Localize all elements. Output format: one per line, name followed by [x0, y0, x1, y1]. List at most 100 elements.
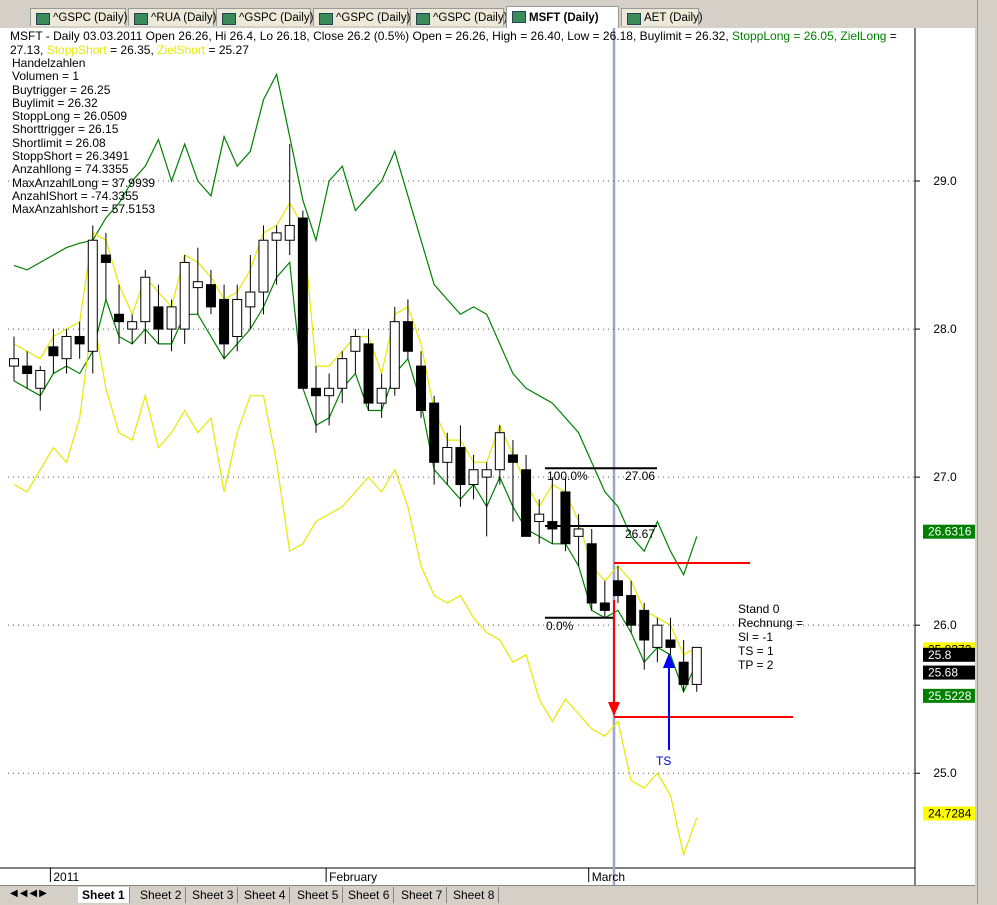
tab-icon [512, 11, 526, 23]
arrows [608, 600, 675, 750]
sheet-tab[interactable]: Sheet 1 [78, 887, 130, 903]
info-line: MaxAnzahlLong = 37.9939 [12, 175, 156, 190]
candle-body [205, 284, 216, 308]
band-line [13, 314, 698, 857]
sheet-tab[interactable]: Sheet 5 [293, 887, 344, 903]
candle-body [389, 321, 400, 389]
y-tick-label: 25.0 [933, 766, 957, 780]
candle-body [271, 232, 282, 241]
header-text: StoppLong = 26.05, ZielLong [732, 29, 887, 43]
candle-body [455, 447, 466, 486]
tab[interactable]: AET (Daily) [621, 8, 703, 26]
candle-body [127, 321, 138, 330]
candle-body [350, 335, 361, 352]
note-line: Rechnung = [738, 616, 803, 630]
sheet-tab[interactable]: Sheet 3 [188, 887, 239, 903]
header-text: = 26.35, [106, 43, 158, 57]
sheet-tab[interactable]: Sheet 2 [136, 887, 187, 903]
info-line: Volumen = 1 [12, 69, 80, 84]
y-tick-label: 26.0 [933, 618, 957, 632]
candle-body [310, 387, 321, 397]
candle-body [481, 469, 492, 478]
y-tick-label: 27.0 [933, 470, 957, 484]
header: MSFT - Daily 03.03.2011 Open 26.26, Hi 2… [10, 29, 910, 57]
tab-bar: ^GSPC (Daily) ^RUA (Daily) ^GSPC (Daily) ^G… [0, 0, 975, 29]
candle-body [166, 306, 177, 330]
note-line: Stand 0 [738, 602, 780, 616]
sheet-tab[interactable]: Sheet 4 [240, 887, 291, 903]
candle-body [416, 365, 427, 412]
info-block: Handelzahlen Volumen = 1 Buytrigger = 26.2… [12, 56, 156, 217]
price-tag-box [923, 647, 975, 662]
tab-icon [416, 13, 430, 25]
tab-icon [134, 13, 148, 25]
tab[interactable]: MSFT (Daily) [506, 6, 619, 28]
tab[interactable]: ^GSPC (Daily) [313, 8, 411, 26]
tab-icon [627, 13, 641, 25]
price-tag-label: 25.68 [928, 666, 958, 680]
candle-body [74, 335, 85, 345]
candle-body [114, 313, 125, 323]
sheet-tab[interactable]: Sheet 6 [344, 887, 395, 903]
price-tag-box [923, 524, 975, 539]
tab[interactable]: ^RUA (Daily) [128, 8, 216, 26]
candle-body [507, 454, 518, 463]
ts-label: TS [656, 754, 671, 768]
fib-value: 26.67 [625, 527, 655, 541]
tab[interactable]: ^GSPC (Daily) [410, 8, 507, 26]
tab-icon [36, 13, 50, 25]
info-line: MaxAnzahlshort = 57.5153 [12, 202, 156, 217]
candle-body [153, 306, 164, 330]
price-tag: 24.7284 [923, 806, 975, 821]
tab-label: MSFT (Daily) [529, 12, 599, 24]
candle-body [245, 291, 256, 308]
note-line: Sl = -1 [738, 630, 773, 644]
candle-body [35, 370, 46, 389]
candle-body [376, 387, 387, 404]
candle-body [337, 358, 348, 389]
tab-label: ^GSPC (Daily) [53, 12, 128, 24]
candle-body [363, 343, 374, 404]
candle-body [192, 281, 203, 289]
candle-body [521, 469, 532, 537]
price-tag-label: 24.7284 [928, 806, 972, 820]
x-tick-label: February [329, 870, 377, 884]
price-tag-label: 26.6316 [928, 525, 972, 539]
info-line: StoppLong = 26.0509 [12, 109, 128, 124]
candle-body [100, 254, 111, 263]
info-line: Shortlimit = 26.08 [12, 135, 106, 150]
candle-body [297, 217, 308, 389]
info-line: StoppShort = 26.3491 [12, 149, 130, 164]
candle-body [402, 321, 413, 352]
price-tag-box [923, 665, 975, 680]
candle-body [665, 639, 676, 648]
fib-label: 100.0% [547, 469, 588, 483]
sheet-tab[interactable]: Sheet 8 [449, 887, 500, 903]
candle-body [87, 239, 98, 352]
tab[interactable]: ^GSPC (Daily) [30, 8, 128, 26]
candle-body [691, 646, 702, 685]
info-line: Shorttrigger = 26.15 [12, 122, 119, 137]
toolbar [977, 0, 997, 904]
price-tag-label: 25.8 [928, 648, 952, 662]
sheet-tab[interactable]: Sheet 7 [397, 887, 448, 903]
note-line: TS = 1 [738, 644, 774, 658]
tab[interactable]: ^GSPC (Daily) [216, 8, 313, 26]
candle-body [468, 469, 479, 486]
info-line: Buylimit = 26.32 [12, 95, 98, 110]
header-text: = 25.27 [205, 43, 249, 57]
candle-body [429, 402, 440, 463]
x-tick-label: March [592, 870, 625, 884]
candle-body [179, 261, 190, 330]
candle-body [599, 602, 610, 611]
info-line: Anzahllong = 74.3355 [12, 162, 129, 177]
header-text: MSFT - Daily 03.03.2011 Open 26.26, Hi 2… [10, 29, 732, 43]
tab-label: ^GSPC (Daily) [336, 12, 411, 24]
candle-body [232, 298, 243, 337]
candle-body [258, 239, 269, 293]
arrow-head [608, 702, 620, 716]
chart: 25.0 26.0 27.0 28.0 29.0 2011 February March 27.… [0, 28, 975, 885]
candle-body [626, 595, 637, 626]
